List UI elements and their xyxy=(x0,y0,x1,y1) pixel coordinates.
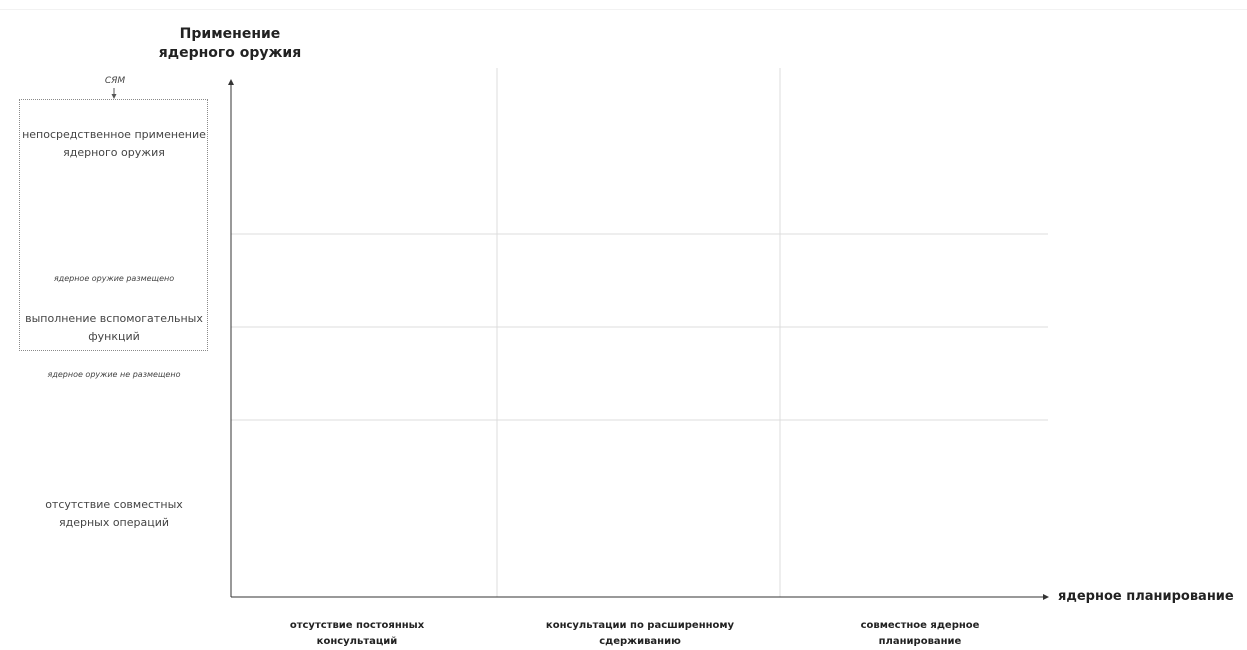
x-axis-title: ядерное планирование xyxy=(1058,589,1234,604)
top-divider xyxy=(0,9,1247,10)
y-note-deployed: ядерное оружие размещено xyxy=(53,274,175,283)
cyam-label: СЯМ xyxy=(104,76,126,86)
x-category-extended-deterrence: консультации по расширенному сдерживанию xyxy=(545,620,735,647)
cyam-dotted-box xyxy=(19,99,208,351)
y-axis-title: Применение ядерного оружия xyxy=(158,26,302,61)
x-category-no-consultations: отсутствие постоянных консультаций xyxy=(289,620,425,647)
y-note-not-deployed: ядерное оружие не размещено xyxy=(47,370,181,379)
y-level-direct-use: непосредственное применение ядерного ору… xyxy=(22,128,206,159)
y-level-support-functions: выполнение вспомогательных функций xyxy=(25,312,203,343)
x-category-joint-planning: совместное ядерное планирование xyxy=(860,620,980,647)
y-level-no-joint-operations: отсутствие совместных ядерных операций xyxy=(45,498,183,529)
